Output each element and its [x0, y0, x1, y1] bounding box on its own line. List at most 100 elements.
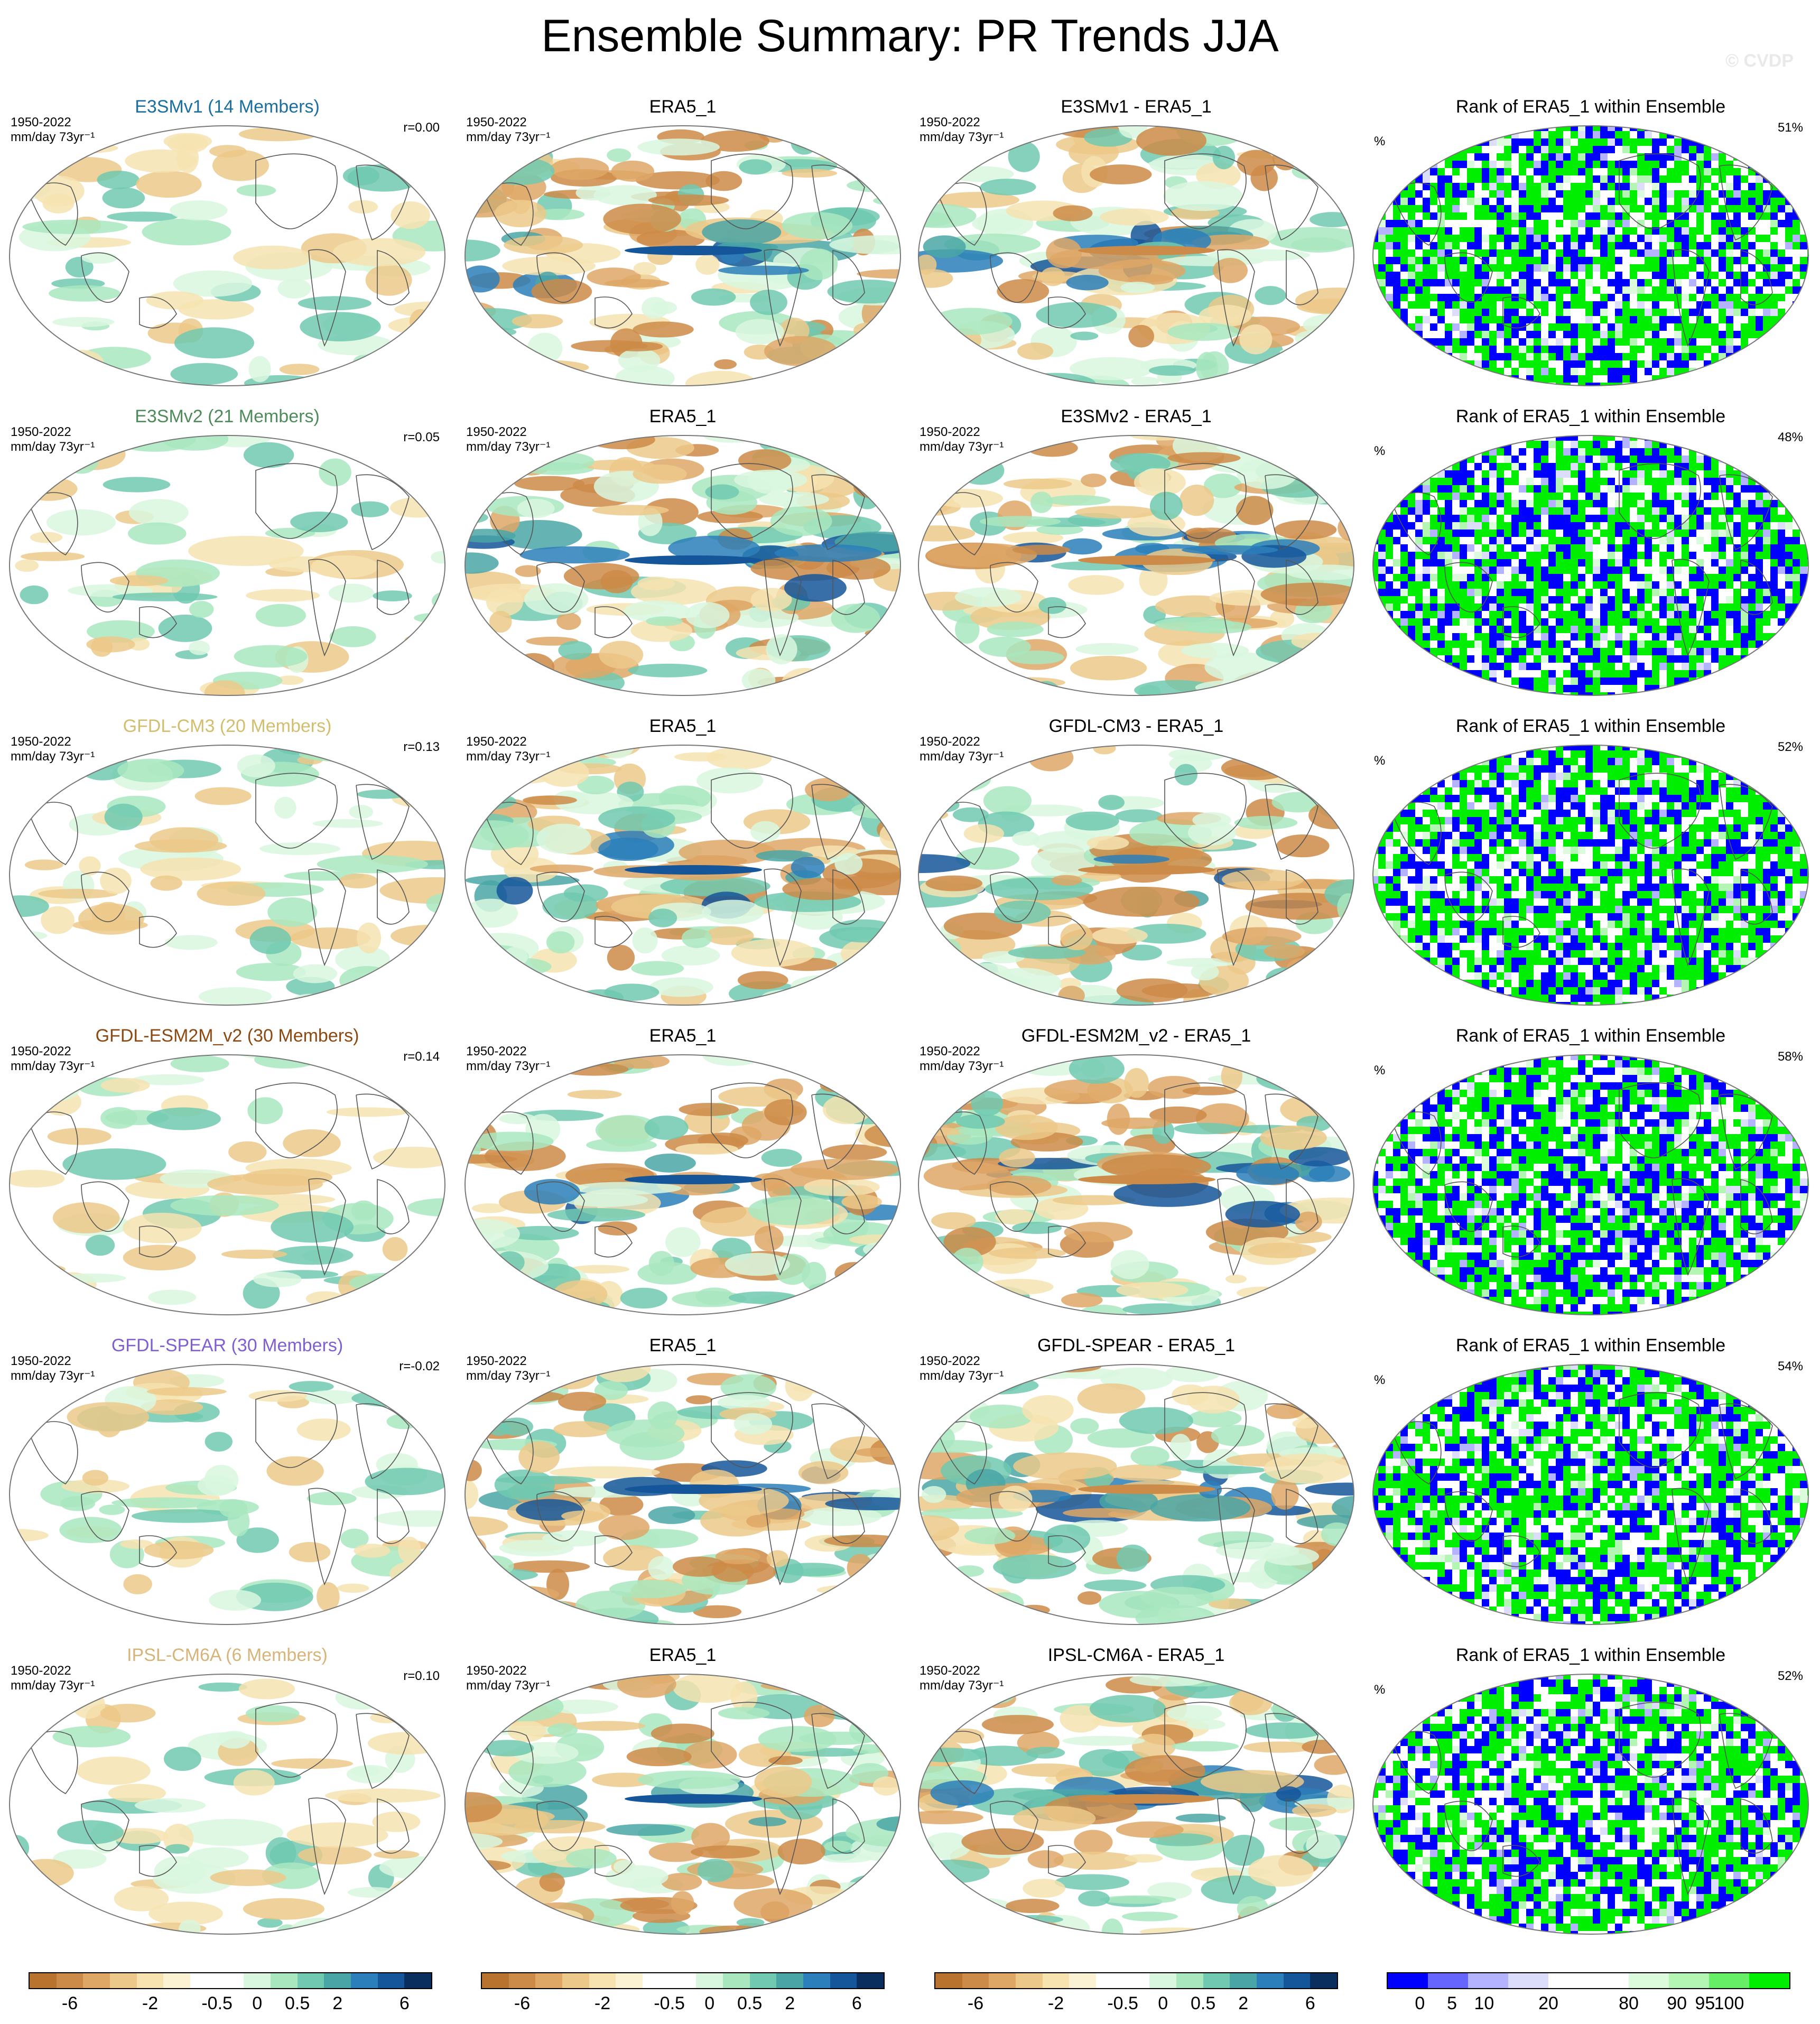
rank-percent: 52%: [1777, 740, 1803, 754]
colorbar-swatch: [669, 1973, 697, 1988]
obs-title: ERA5_1: [649, 1335, 717, 1355]
years-label: 1950-2022: [920, 735, 980, 749]
rank-percent: 52%: [1777, 1669, 1803, 1683]
percent-symbol: %: [1374, 134, 1386, 148]
panel-obs-row3: ERA5_1 1950-2022 mm/day 73yr⁻¹: [456, 716, 910, 1006]
rank-map: [1372, 745, 1809, 1006]
colorbar-swatch: [30, 1973, 57, 1988]
colorbar-tick-label: 6: [851, 1993, 862, 2013]
rank-title: Rank of ERA5_1 within Ensemble: [1455, 97, 1726, 117]
colorbar-tick-label: -2: [594, 1993, 611, 2013]
colorbar-tick-label: -2: [1047, 1993, 1064, 2013]
obs-title: ERA5_1: [649, 406, 717, 426]
obs-title: ERA5_1: [649, 1645, 717, 1665]
colorbar-swatch: [1257, 1973, 1284, 1988]
panel-obs-row6: ERA5_1 1950-2022 mm/day 73yr⁻¹: [456, 1645, 910, 1935]
panel-model-row3: GFDL-CM3 (20 Members) 1950-2022 mm/day 73y…: [0, 716, 454, 1006]
diff-title: GFDL-SPEAR - ERA5_1: [1037, 1335, 1236, 1355]
colorbar-swatch: [56, 1973, 83, 1988]
years-label: 1950-2022: [920, 1354, 980, 1368]
colorbar-tick-label: 0.5: [737, 1993, 763, 2013]
units-label: mm/day 73yr⁻¹: [466, 440, 551, 454]
model-title: GFDL-SPEAR (30 Members): [111, 1335, 343, 1355]
rank-map: [1372, 125, 1809, 386]
percent-symbol: %: [1374, 1373, 1386, 1387]
colorbar-swatch: [1122, 1973, 1150, 1988]
trend-map: [9, 125, 445, 386]
panel-obs-row2: ERA5_1 1950-2022 mm/day 73yr⁻¹: [456, 406, 910, 697]
panel-obs-row5: ERA5_1 1950-2022 mm/day 73yr⁻¹: [456, 1335, 910, 1626]
colorbar-swatch: [1388, 1973, 1428, 1988]
years-label: 1950-2022: [920, 115, 980, 129]
colorbar-tick-label: -6: [61, 1993, 78, 2013]
panel-diff-row6: IPSL-CM6A - ERA5_1 1950-2022 mm/day 73yr⁻¹: [909, 1645, 1363, 1935]
colorbar-swatch: [696, 1973, 723, 1988]
colorbar-swatch: [989, 1973, 1016, 1988]
years-label: 1950-2022: [466, 735, 527, 749]
colorbar-swatch: [535, 1973, 563, 1988]
diff-title: IPSL-CM6A - ERA5_1: [1047, 1645, 1225, 1665]
years-label: 1950-2022: [466, 1664, 527, 1678]
panel-diff-row4: GFDL-ESM2M_v2 - ERA5_1 1950-2022 mm/day 73…: [909, 1025, 1363, 1316]
colorbar-tick-label: 6: [1305, 1993, 1315, 2013]
units-label: mm/day 73yr⁻¹: [11, 1059, 95, 1073]
pattern-correlation: r=-0.02: [399, 1359, 440, 1373]
pattern-correlation: r=0.00: [403, 120, 440, 135]
colorbar-tick-label: 20: [1538, 1993, 1558, 2013]
units-label: mm/day 73yr⁻¹: [466, 1369, 551, 1383]
panel-rank-row3: Rank of ERA5_1 within Ensemble% 52%: [1363, 716, 1818, 1006]
colorbar-swatch: [749, 1973, 777, 1988]
colorbar-tick-label: 100: [1714, 1993, 1744, 2013]
panel-rank-row1: Rank of ERA5_1 within Ensemble% 51%: [1363, 96, 1818, 387]
rank-title: Rank of ERA5_1 within Ensemble: [1455, 1026, 1726, 1046]
colorbar-swatch: [1176, 1973, 1203, 1988]
rank-title: Rank of ERA5_1 within Ensemble: [1455, 1335, 1726, 1355]
units-label: mm/day 73yr⁻¹: [466, 130, 551, 144]
colorbar-swatch: [1016, 1973, 1043, 1988]
diff-title: GFDL-CM3 - ERA5_1: [1048, 716, 1224, 736]
colorbar-swatch: [1709, 1973, 1749, 1988]
colorbar-swatch: [1669, 1973, 1709, 1988]
colorbar-swatch: [190, 1973, 217, 1988]
colorbar-tick-label: 80: [1619, 1993, 1639, 2013]
panel-rank-row4: Rank of ERA5_1 within Ensemble% 58%: [1363, 1025, 1818, 1316]
model-title: E3SMv1 (14 Members): [135, 97, 320, 117]
colorbar-swatch: [589, 1973, 616, 1988]
units-label: mm/day 73yr⁻¹: [920, 1678, 1004, 1693]
obs-title: ERA5_1: [649, 716, 717, 736]
colorbar-swatch: [643, 1973, 670, 1988]
colorbar-tick-label: -6: [514, 1993, 531, 2013]
page-title: Ensemble Summary: PR Trends JJA: [541, 11, 1279, 61]
panel-diff-row1: E3SMv1 - ERA5_1 1950-2022 mm/day 73yr⁻¹: [909, 96, 1363, 387]
colorbar-swatch: [1428, 1973, 1468, 1988]
trend-map: [465, 1054, 901, 1315]
pattern-correlation: r=0.14: [403, 1050, 440, 1064]
years-label: 1950-2022: [11, 1354, 71, 1368]
panel-rank-row2: Rank of ERA5_1 within Ensemble% 48%: [1363, 406, 1818, 697]
rank-title: Rank of ERA5_1 within Ensemble: [1455, 406, 1726, 426]
panel-obs-row1: ERA5_1 1950-2022 mm/day 73yr⁻¹: [456, 96, 910, 387]
rank-title: Rank of ERA5_1 within Ensemble: [1455, 1645, 1726, 1665]
trend-map: [465, 435, 901, 696]
diff-title: E3SMv2 - ERA5_1: [1061, 406, 1212, 426]
years-label: 1950-2022: [11, 115, 71, 129]
trend-map: [9, 1674, 445, 1935]
trend-map: [9, 1364, 445, 1625]
colorbar-swatch: [1589, 1973, 1629, 1988]
colorbar-swatch: [1508, 1973, 1548, 1988]
panel-diff-row3: GFDL-CM3 - ERA5_1 1950-2022 mm/day 73yr⁻¹: [909, 716, 1363, 1006]
colorbar-tick-label: -0.5: [1107, 1993, 1138, 2013]
panel-rank-row6: Rank of ERA5_1 within Ensemble% 52%: [1363, 1645, 1818, 1935]
colorbar-tick-label: -2: [142, 1993, 159, 2013]
colorbar-tick-label: 0: [1158, 1993, 1168, 2013]
rank-percent: 51%: [1777, 120, 1803, 135]
colorbar-swatch: [1283, 1973, 1311, 1988]
units-label: mm/day 73yr⁻¹: [11, 1369, 95, 1383]
colorbar-tick-label: 0: [252, 1993, 263, 2013]
panel-obs-row4: ERA5_1 1950-2022 mm/day 73yr⁻¹: [456, 1025, 910, 1316]
years-label: 1950-2022: [11, 425, 71, 439]
colorbar-swatch: [1310, 1973, 1338, 1988]
colorbar-swatch: [271, 1973, 298, 1988]
model-title: IPSL-CM6A (6 Members): [127, 1645, 328, 1665]
rank-map: [1372, 1674, 1809, 1935]
